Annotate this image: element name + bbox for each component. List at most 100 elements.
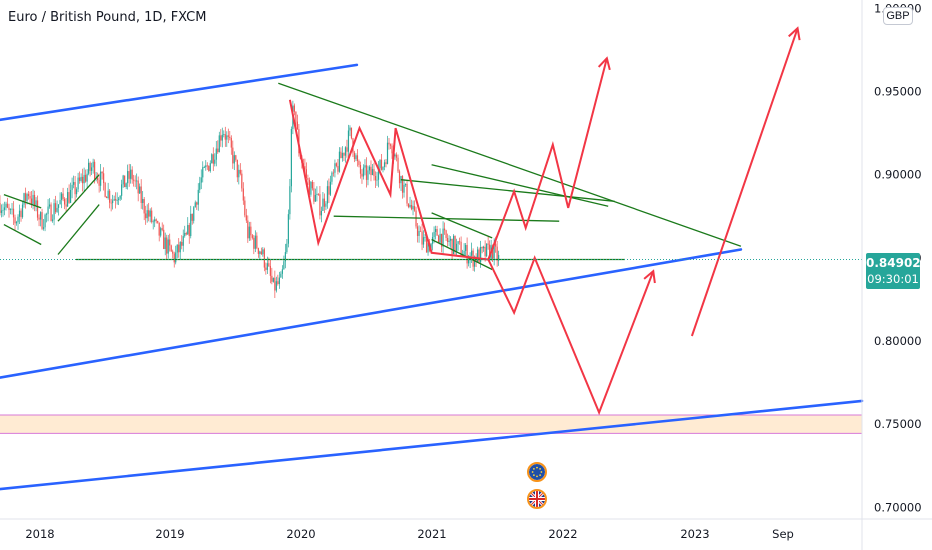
candle-body	[337, 165, 339, 172]
candle-body	[103, 173, 105, 184]
candle-body	[187, 225, 189, 235]
eu-flag-icon[interactable]	[527, 462, 547, 482]
candle-body	[269, 265, 271, 276]
candle-body	[442, 228, 444, 247]
candle-body	[245, 215, 247, 221]
uk-flag-icon[interactable]	[527, 489, 547, 509]
candle-body	[115, 199, 117, 201]
candle-body	[173, 253, 175, 263]
candle-body	[148, 210, 150, 217]
candle-body	[205, 165, 207, 168]
time-axis[interactable]: 2018 2019 2020 2021 2022 2023 Sep	[25, 527, 793, 541]
candle-body	[239, 169, 241, 174]
candle-body	[218, 135, 220, 153]
candle-body	[486, 243, 488, 257]
candle-body	[244, 200, 246, 216]
candle-body	[235, 155, 237, 160]
candle-body	[398, 171, 401, 184]
candle-body	[181, 242, 183, 246]
bar-countdown: 09:30:01	[867, 272, 919, 286]
candle-body	[106, 196, 108, 199]
candle-body	[254, 235, 256, 249]
candle-body	[9, 209, 12, 211]
candle-body	[98, 179, 100, 186]
candle-body	[445, 230, 447, 238]
candle-body	[409, 204, 411, 207]
candle-body	[455, 243, 458, 253]
candle-body	[125, 183, 127, 188]
candle-body	[437, 235, 440, 243]
candle-body	[271, 275, 273, 282]
candle-body	[404, 183, 407, 185]
x-tick-label: Sep	[772, 527, 794, 541]
candle-body	[419, 230, 422, 232]
candle-body	[12, 208, 15, 218]
x-tick-label: 2023	[680, 527, 709, 541]
candle-body	[8, 207, 10, 210]
candle-body	[133, 179, 135, 181]
candle-body	[439, 233, 441, 243]
candle-body	[389, 144, 392, 146]
candle-body	[241, 173, 243, 189]
candle-body	[290, 129, 292, 187]
candle-body	[307, 178, 309, 180]
candle-body	[212, 154, 214, 164]
candle-body	[119, 195, 121, 199]
candle-body	[214, 159, 216, 164]
candle-body	[208, 165, 210, 172]
candle-body	[172, 251, 174, 254]
candle-body	[118, 198, 120, 201]
candle-body	[341, 152, 344, 159]
candle-body	[77, 177, 79, 190]
candle-body	[143, 198, 145, 214]
candle-body	[251, 235, 253, 238]
candle-body	[232, 147, 234, 164]
candle-body	[65, 204, 67, 207]
candle-body	[72, 182, 75, 185]
candle-body	[284, 252, 286, 262]
wedge-lower-3	[431, 238, 493, 271]
candle-body	[85, 174, 87, 182]
candle-body	[227, 135, 229, 137]
candle-body	[382, 166, 384, 170]
candle-body	[353, 152, 356, 160]
candle-body	[430, 243, 432, 251]
candle-body	[66, 192, 69, 207]
candle-body	[319, 194, 321, 216]
red-projection-1	[288, 57, 608, 261]
candle-body	[26, 194, 28, 201]
candle-body	[45, 213, 48, 215]
candle-body	[326, 186, 329, 204]
red-projection-3	[690, 27, 799, 337]
candle-body	[23, 193, 25, 205]
candle-body	[380, 159, 383, 170]
candle-body	[169, 239, 171, 246]
candle-body	[89, 162, 91, 171]
candle-body	[203, 167, 205, 168]
candle-body	[250, 226, 252, 236]
candle-body	[361, 173, 363, 177]
candle-body	[477, 249, 479, 262]
candle-body	[278, 277, 280, 285]
candle-body	[48, 204, 51, 207]
x-tick-label: 2022	[548, 527, 577, 541]
currency-button[interactable]: GBP	[883, 7, 913, 25]
candle-body	[179, 242, 181, 253]
candle-body	[109, 190, 111, 203]
candle-body	[0, 202, 1, 213]
candle-body	[110, 202, 112, 204]
candle-body	[178, 244, 180, 253]
candle-body	[59, 200, 61, 205]
candle-body	[283, 261, 285, 270]
candle-body	[465, 244, 467, 251]
candle-body	[466, 244, 468, 264]
eu-flag-graphic	[529, 464, 545, 480]
y-tick-label: 0.80000	[874, 334, 922, 348]
candle-body	[5, 203, 7, 208]
candle-body	[160, 228, 162, 236]
candle-body	[436, 228, 438, 236]
candle-body	[92, 161, 94, 168]
candle-body	[29, 196, 31, 199]
candle-body	[182, 236, 184, 246]
